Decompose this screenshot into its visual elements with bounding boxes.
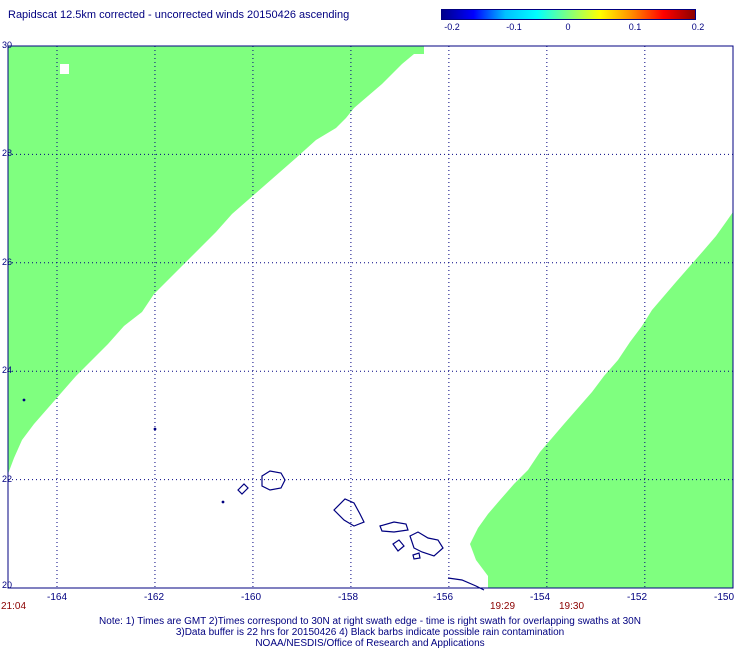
colorbar-label-max: 0.2 [691,22,705,32]
lon-label-152: -152 [626,592,648,603]
time-label-mid1: 19:29 [490,601,516,612]
island-molokai [379,521,409,533]
map-frame [7,45,734,589]
note-line-2: 3)Data buffer is 22 hrs for 20150426 4) … [175,627,565,638]
note-line-3: NOAA/NESDIS/Office of Research and Appli… [255,638,485,649]
time-label-mid2: 19:30 [559,601,585,612]
swath-left [8,46,424,474]
dot-islet-3 [221,500,225,504]
colorbar [441,9,696,20]
dot-islet-1 [22,398,26,402]
lon-label-164: -164 [46,592,68,603]
coastline-layer [22,398,485,591]
lon-label-154: -154 [529,592,551,603]
colorbar-label-neg: -0.1 [506,22,522,32]
colorbar-label-pos: 0.1 [628,22,642,32]
lat-label-26: 26 [2,257,13,267]
swath-layer [8,46,733,588]
colorbar-label-zero: 0 [565,22,571,32]
lat-label-20: 20 [2,580,13,590]
island-maui [409,531,444,557]
time-label-left: 21:04 [1,601,27,612]
island-kauai [261,470,286,491]
swath-gap [60,64,69,74]
lat-label-24: 24 [2,365,13,375]
note-line-1: Note: 1) Times are GMT 2)Times correspon… [99,616,641,627]
island-kahoolawe [412,552,421,560]
swath-right [470,212,733,588]
lon-label-160: -160 [240,592,262,603]
lat-label-28: 28 [2,148,13,158]
colorbar-label-min: -0.2 [444,22,460,32]
island-oahu [333,498,365,527]
island-lanai [392,539,405,552]
lat-label-30: 30 [2,40,13,50]
dot-islet-2 [153,427,157,431]
gridlines [8,46,733,588]
lon-label-150: -150 [713,592,735,603]
map-title: Rapidscat 12.5km corrected - uncorrected… [8,9,350,21]
island-niihau [237,483,249,495]
lat-label-22: 22 [2,474,13,484]
lon-label-156: -156 [432,592,454,603]
lon-label-162: -162 [143,592,165,603]
lon-label-158: -158 [337,592,359,603]
